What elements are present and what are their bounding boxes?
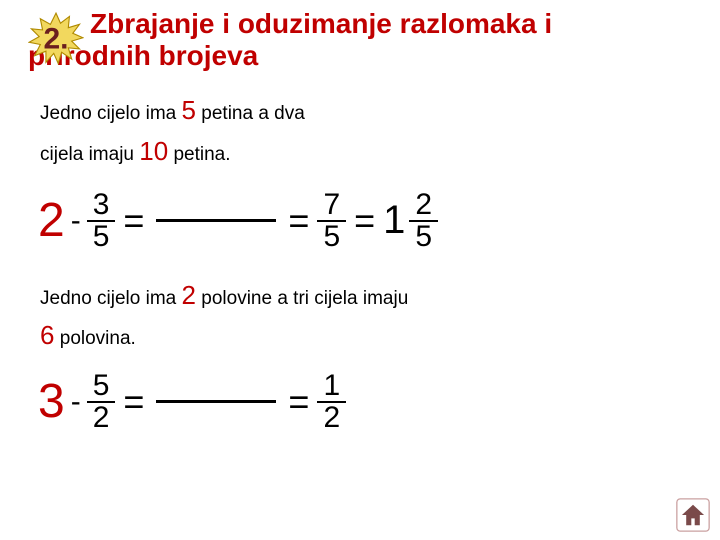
eq1-equals1: =	[123, 203, 144, 239]
eq1-f1-num: 3	[87, 190, 116, 220]
eq1-equals2: =	[288, 203, 309, 239]
eq1-equals3: =	[354, 203, 375, 239]
eq2-whole: 3	[38, 378, 65, 426]
home-icon[interactable]	[676, 498, 710, 532]
eq1-frac1: 3 5	[87, 190, 116, 252]
slide-title: Zbrajanje i oduzimanje razlomaka i priro…	[90, 8, 552, 72]
eq1-mixed: 1 2 5	[383, 190, 438, 252]
eq1-mixed-den: 5	[409, 222, 438, 252]
eq2-equals2: =	[288, 384, 309, 420]
sentence-1: Jedno cijelo ima 5 petina a dva cijela i…	[40, 90, 692, 171]
eq1-blank	[156, 219, 276, 222]
equation-1: 2 - 3 5 = = 7 5 = 1 2 5	[38, 181, 692, 261]
s1-l2pre: cijela imaju	[40, 144, 139, 165]
s2-pre: Jedno cijelo ima	[40, 288, 182, 309]
s2-big1: 2	[182, 280, 196, 310]
eq2-res-num: 1	[317, 371, 346, 401]
s2-mid: polovine a tri cijela imaju	[196, 288, 408, 309]
eq1-res-den: 5	[317, 222, 346, 252]
equation-2: 3 - 5 2 = = 1 2	[38, 362, 692, 442]
eq2-f1-num: 5	[87, 371, 116, 401]
eq1-f1-den: 5	[87, 222, 116, 252]
eq2-blank	[156, 400, 276, 403]
eq1-minus: -	[71, 206, 81, 236]
title-line1: Zbrajanje i oduzimanje razlomaka i	[90, 8, 552, 39]
title-line2: prirodnih brojeva	[28, 40, 552, 72]
eq2-frac-res: 1 2	[317, 371, 346, 433]
eq1-res-num: 7	[317, 190, 346, 220]
s2-big2: 6	[40, 320, 54, 350]
eq2-frac1: 5 2	[87, 371, 116, 433]
eq1-frac-res: 7 5	[317, 190, 346, 252]
eq2-equals1: =	[123, 384, 144, 420]
s1-big2: 10	[139, 136, 168, 166]
eq2-res-den: 2	[317, 403, 346, 433]
eq2-minus: -	[71, 387, 81, 417]
s1-big1: 5	[182, 95, 196, 125]
s1-mid: petina a dva	[196, 103, 305, 124]
slide: 2. Zbrajanje i oduzimanje razlomaka i pr…	[0, 0, 720, 540]
slide-header: 2. Zbrajanje i oduzimanje razlomaka i pr…	[28, 8, 692, 72]
s1-l2post: petina.	[168, 144, 230, 165]
burst-badge: 2.	[28, 12, 84, 68]
sentence-2: Jedno cijelo ima 2 polovine a tri cijela…	[40, 275, 692, 356]
eq1-whole: 2	[38, 197, 65, 245]
eq1-mixed-whole: 1	[383, 198, 405, 243]
eq1-mixed-num: 2	[409, 190, 438, 220]
s1-pre: Jedno cijelo ima	[40, 103, 182, 124]
s2-l2post: polovina.	[54, 328, 135, 349]
eq2-f1-den: 2	[87, 403, 116, 433]
eq1-mixed-frac: 2 5	[409, 190, 438, 252]
burst-number: 2.	[43, 23, 68, 57]
